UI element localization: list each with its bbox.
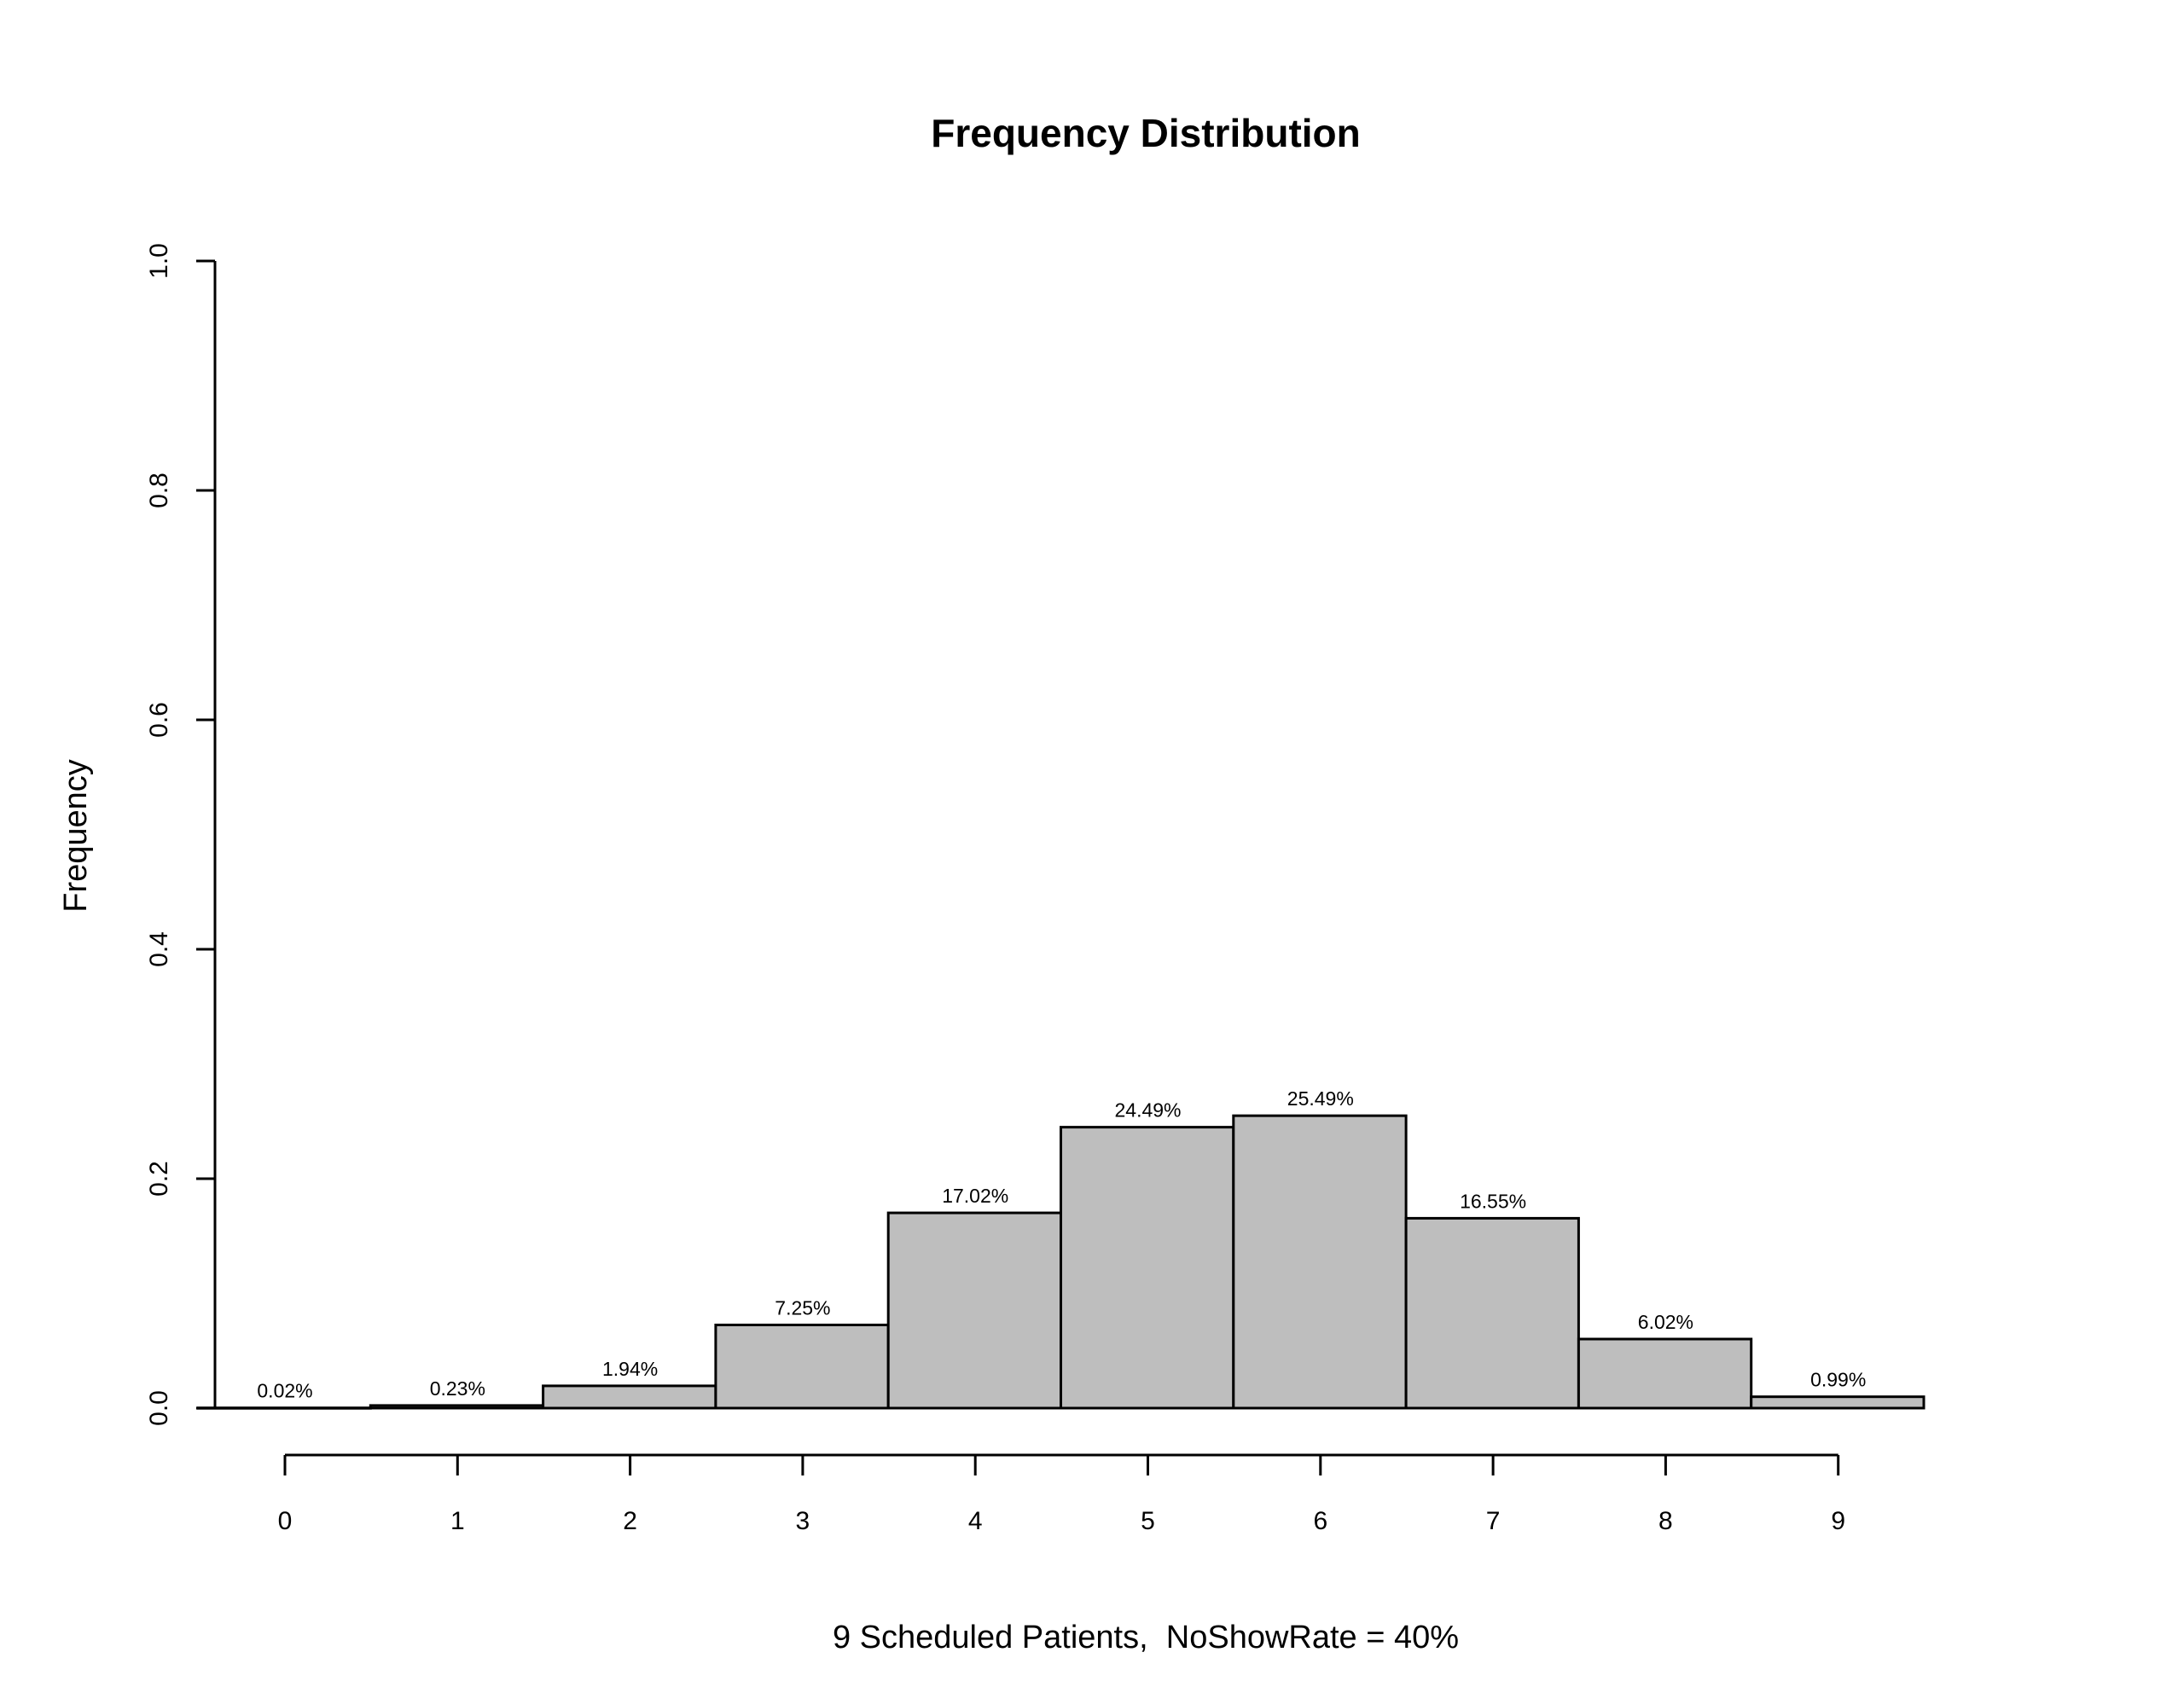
bars-group <box>196 1114 1926 1410</box>
bar-labels-group: 0.02% 0.23% 1.94% 7.25% 17.02% 24.49% 25.49% 16… <box>257 1087 1866 1402</box>
chart-title: Frequency Distribution <box>931 111 1360 155</box>
x-tick-label-2: 2 <box>623 1507 637 1535</box>
bar-label-4: 17.02% <box>942 1185 1008 1207</box>
bar-label-1: 0.23% <box>430 1377 485 1400</box>
bar-label-8: 6.02% <box>1638 1311 1693 1333</box>
bar-5 <box>1060 1126 1235 1410</box>
x-tick-label-7: 7 <box>1486 1507 1501 1535</box>
bar-7 <box>1404 1216 1580 1410</box>
x-tick-label-4: 4 <box>968 1507 983 1535</box>
bar-3 <box>714 1323 890 1410</box>
x-axis: 0 1 2 3 4 5 6 7 8 9 <box>278 1453 1845 1535</box>
bar-1 <box>369 1404 545 1410</box>
bar-label-9: 0.99% <box>1810 1369 1866 1391</box>
y-axis-label: Frequency <box>58 759 94 913</box>
bar-label-3: 7.25% <box>775 1296 830 1319</box>
x-tick-label-6: 6 <box>1313 1507 1327 1535</box>
bar-9 <box>1750 1395 1926 1410</box>
x-tick-label-1: 1 <box>450 1507 465 1535</box>
bar-6 <box>1232 1114 1408 1410</box>
bar-label-6: 25.49% <box>1287 1087 1354 1110</box>
bar-2 <box>542 1384 717 1410</box>
bar-8 <box>1577 1337 1753 1410</box>
bar-label-7: 16.55% <box>1460 1190 1526 1212</box>
bar-label-0: 0.02% <box>257 1380 312 1402</box>
x-tick-label-5: 5 <box>1141 1507 1155 1535</box>
y-tick-label: 0.4 <box>145 931 173 967</box>
y-tick-label: 0.6 <box>145 702 173 738</box>
bar-label-5: 24.49% <box>1114 1099 1181 1122</box>
y-axis: 0.0 0.2 0.4 0.6 0.8 1.0 <box>145 243 217 1426</box>
y-tick-label: 0.0 <box>145 1390 173 1426</box>
x-tick-label-3: 3 <box>796 1507 810 1535</box>
bar-0 <box>196 1406 372 1410</box>
x-tick-label-0: 0 <box>278 1507 293 1535</box>
y-tick-label: 1.0 <box>145 243 173 279</box>
x-tick-label-8: 8 <box>1658 1507 1673 1535</box>
bar-4 <box>886 1211 1062 1410</box>
x-axis-label: 9 Scheduled Patients, NoShowRate = 40% <box>833 1620 1459 1655</box>
x-tick-label-9: 9 <box>1831 1507 1845 1535</box>
bar-label-2: 1.94% <box>602 1358 658 1380</box>
y-tick-label: 0.2 <box>145 1161 173 1197</box>
y-tick-label: 0.8 <box>145 472 173 508</box>
